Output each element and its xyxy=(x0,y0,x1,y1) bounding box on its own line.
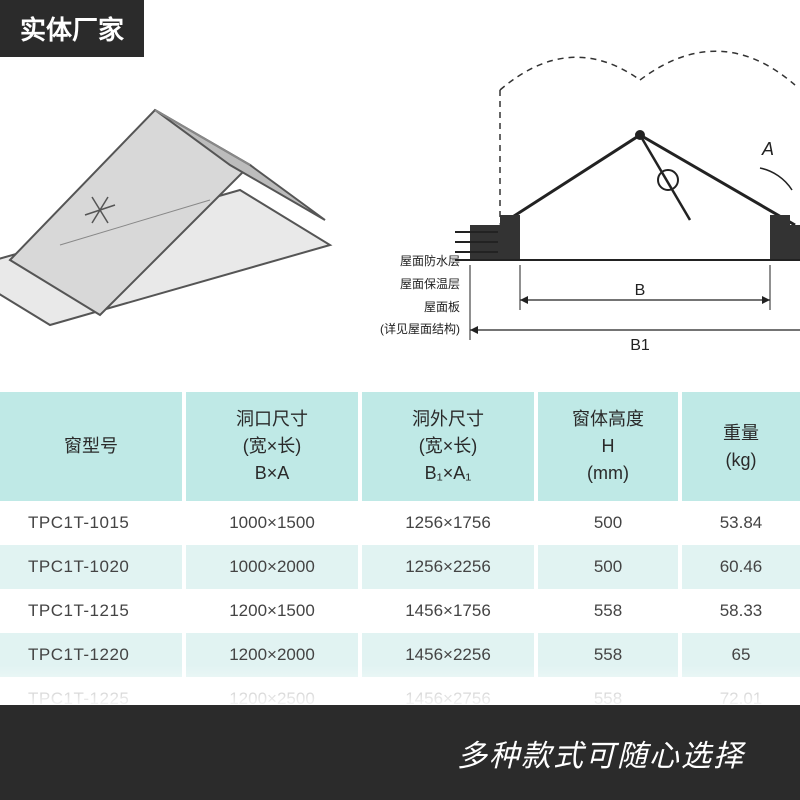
cell-height: 500 xyxy=(536,501,680,545)
callout-waterproof: 屋面防水层 xyxy=(340,250,460,273)
section-callouts: 屋面防水层 屋面保温层 屋面板 (详见屋面结构) xyxy=(340,250,460,341)
callout-ref: (详见屋面结构) xyxy=(340,318,460,341)
cell-outer: 1256×1756 xyxy=(360,501,536,545)
table-row: TPC1T-1220 1200×2000 1456×2256 558 65 xyxy=(0,633,800,677)
bottom-banner: 多种款式可随心选择 xyxy=(0,705,800,800)
col-outer: 洞外尺寸 (宽×长) B₁×A₁ xyxy=(360,392,536,501)
col-opening: 洞口尺寸 (宽×长) B×A xyxy=(184,392,360,501)
table-header-row: 窗型号 洞口尺寸 (宽×长) B×A 洞外尺寸 (宽×长) B₁×A₁ 窗体高度… xyxy=(0,392,800,501)
table-row: TPC1T-1015 1000×1500 1256×1756 500 53.84 xyxy=(0,501,800,545)
cell-weight: 60.46 xyxy=(680,545,800,589)
cell-outer: 1256×2256 xyxy=(360,545,536,589)
cell-opening: 1000×2000 xyxy=(184,545,360,589)
callout-insulation: 屋面保温层 xyxy=(340,273,460,296)
col-model: 窗型号 xyxy=(0,392,184,501)
cell-height: 558 xyxy=(536,633,680,677)
cell-model: TPC1T-1215 xyxy=(0,589,184,633)
spec-table-wrap: 窗型号 洞口尺寸 (宽×长) B×A 洞外尺寸 (宽×长) B₁×A₁ 窗体高度… xyxy=(0,392,800,721)
table-row: TPC1T-1020 1000×2000 1256×2256 500 60.46 xyxy=(0,545,800,589)
col-height: 窗体高度 H (mm) xyxy=(536,392,680,501)
cell-outer: 1456×1756 xyxy=(360,589,536,633)
svg-text:B: B xyxy=(635,282,646,299)
cell-model: TPC1T-1020 xyxy=(0,545,184,589)
banner-text: 多种款式可随心选择 xyxy=(457,731,745,775)
cell-model: TPC1T-1015 xyxy=(0,501,184,545)
isometric-skylight xyxy=(0,110,330,325)
cell-model: TPC1T-1220 xyxy=(0,633,184,677)
cell-height: 500 xyxy=(536,545,680,589)
cell-opening: 1200×2000 xyxy=(184,633,360,677)
cell-weight: 58.33 xyxy=(680,589,800,633)
svg-text:A: A xyxy=(761,139,774,159)
section-diagram: A B B1 xyxy=(455,51,800,354)
cell-outer: 1456×2256 xyxy=(360,633,536,677)
table-row: TPC1T-1215 1200×1500 1456×1756 558 58.33 xyxy=(0,589,800,633)
col-weight: 重量 (kg) xyxy=(680,392,800,501)
cell-weight: 65 xyxy=(680,633,800,677)
diagram-area: A B B1 xyxy=(0,20,800,390)
spec-table: 窗型号 洞口尺寸 (宽×长) B×A 洞外尺寸 (宽×长) B₁×A₁ 窗体高度… xyxy=(0,392,800,721)
callout-roof-panel: 屋面板 xyxy=(340,296,460,319)
cell-height: 558 xyxy=(536,589,680,633)
svg-text:B1: B1 xyxy=(630,337,650,354)
cell-weight: 53.84 xyxy=(680,501,800,545)
cell-opening: 1200×1500 xyxy=(184,589,360,633)
cell-opening: 1000×1500 xyxy=(184,501,360,545)
